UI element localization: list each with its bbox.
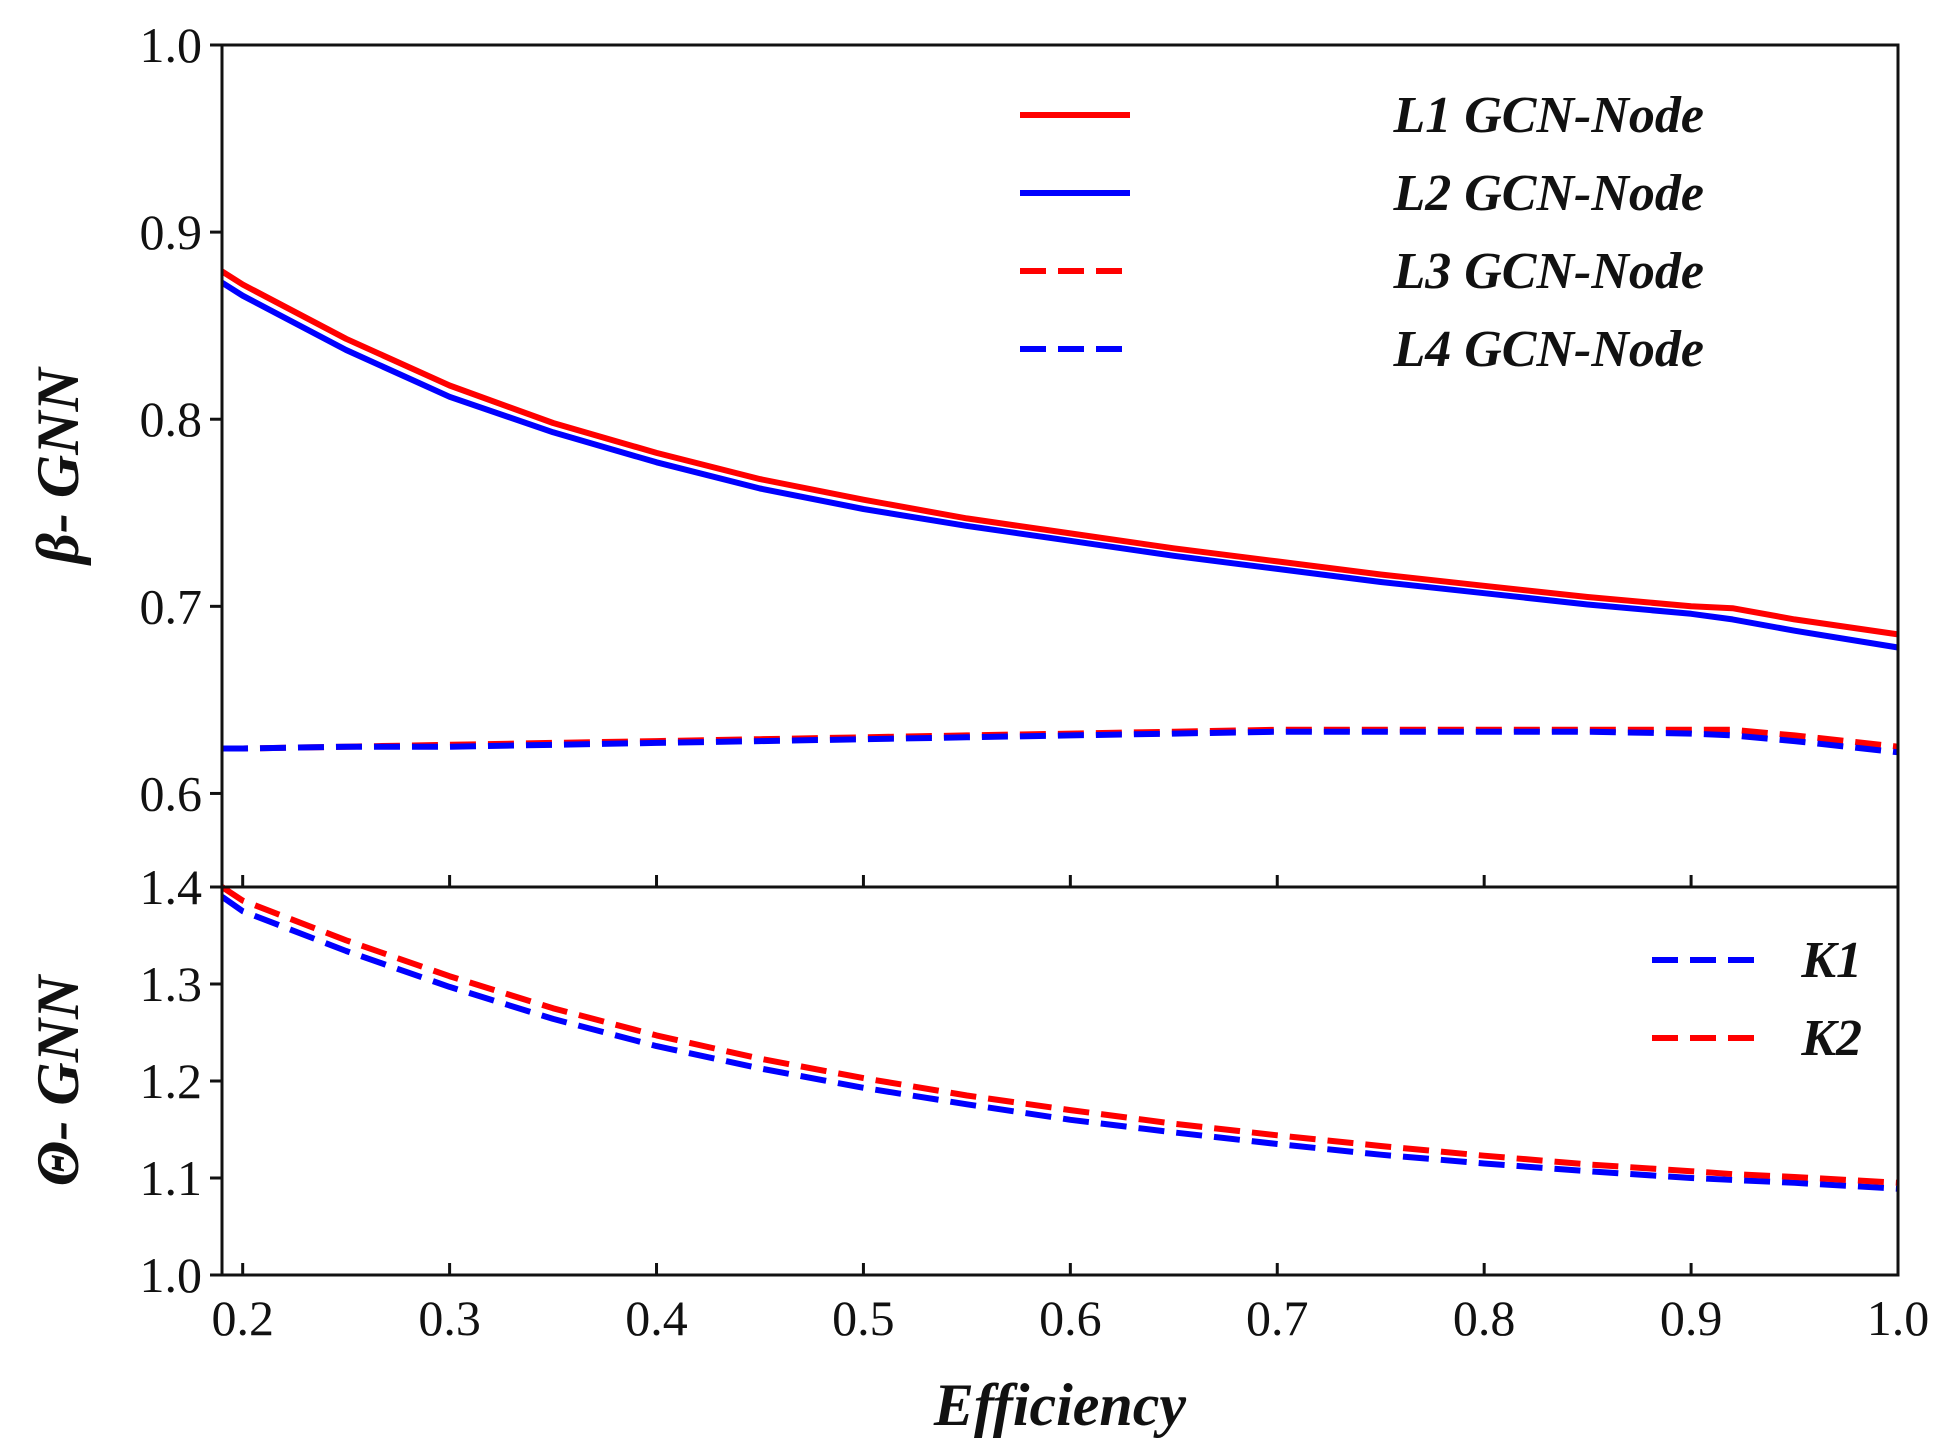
x-tick-label: 0.7 — [1246, 1290, 1309, 1346]
bottom-plot-frame — [220, 885, 1900, 1277]
series-l1-gcn-node — [220, 268, 1899, 638]
bottom-y-tick-label: 1.1 — [140, 1150, 203, 1206]
legend-label: K1 — [1800, 932, 1862, 989]
series-l4-gcn-node — [222, 728, 1899, 756]
bottom-y-tick-label: 1.2 — [140, 1053, 203, 1109]
legend-label: L1 GCN-Node — [1392, 87, 1704, 144]
legend-label: L2 GCN-Node — [1392, 165, 1704, 222]
bottom-series-group — [220, 884, 1899, 1192]
x-tick-label: 0.5 — [832, 1290, 895, 1346]
bottom-y-tick-label: 1.0 — [140, 1247, 203, 1303]
legend-label: K2 — [1800, 1010, 1862, 1067]
legend-label: L4 GCN-Node — [1392, 321, 1704, 378]
series-k2 — [220, 884, 1899, 1186]
x-tick-label: 1.0 — [1867, 1290, 1930, 1346]
series-k1 — [220, 894, 1899, 1192]
series-l2-gcn-node — [220, 280, 1899, 651]
x-axis-ticks: 0.2 0.3 0.4 0.5 0.6 0.7 0.8 0.9 1.0 — [211, 1290, 1929, 1346]
beta-gnn-panel: 0.6 0.7 0.8 0.9 1.0 β- GNN L1 GCN-Node L2 GCN… — [25, 17, 1900, 889]
legend-label: L3 GCN-Node — [1392, 243, 1704, 300]
x-tick-label: 0.3 — [418, 1290, 481, 1346]
x-tick-label: 0.6 — [1039, 1290, 1102, 1346]
x-tick-label: 0.9 — [1660, 1290, 1723, 1346]
top-y-tick-label: 0.7 — [140, 578, 203, 634]
top-legend: L1 GCN-Node L2 GCN-Node L3 GCN-Node L4 GCN-… — [1020, 87, 1704, 378]
top-y-axis-label: β- GNN — [25, 365, 91, 565]
x-tick-label: 0.8 — [1453, 1290, 1516, 1346]
top-y-ticks: 0.6 0.7 0.8 0.9 1.0 — [140, 17, 1900, 887]
x-tick-label: 0.2 — [211, 1290, 274, 1346]
top-y-tick-label: 0.9 — [140, 204, 203, 260]
top-y-tick-label: 0.6 — [140, 765, 203, 821]
bottom-y-tick-label: 1.3 — [140, 956, 203, 1012]
top-series-group — [220, 268, 1899, 756]
top-y-tick-label: 0.8 — [140, 391, 203, 447]
x-axis-label: Efficiency — [933, 1372, 1186, 1438]
bottom-y-tick-label: 1.4 — [140, 859, 203, 915]
bottom-y-axis-label: Θ- GNN — [25, 973, 91, 1186]
top-y-tick-label: 1.0 — [140, 17, 203, 73]
bottom-y-ticks: 1.0 1.1 1.2 1.3 1.4 — [140, 859, 1900, 1303]
x-tick-label: 0.4 — [625, 1290, 688, 1346]
